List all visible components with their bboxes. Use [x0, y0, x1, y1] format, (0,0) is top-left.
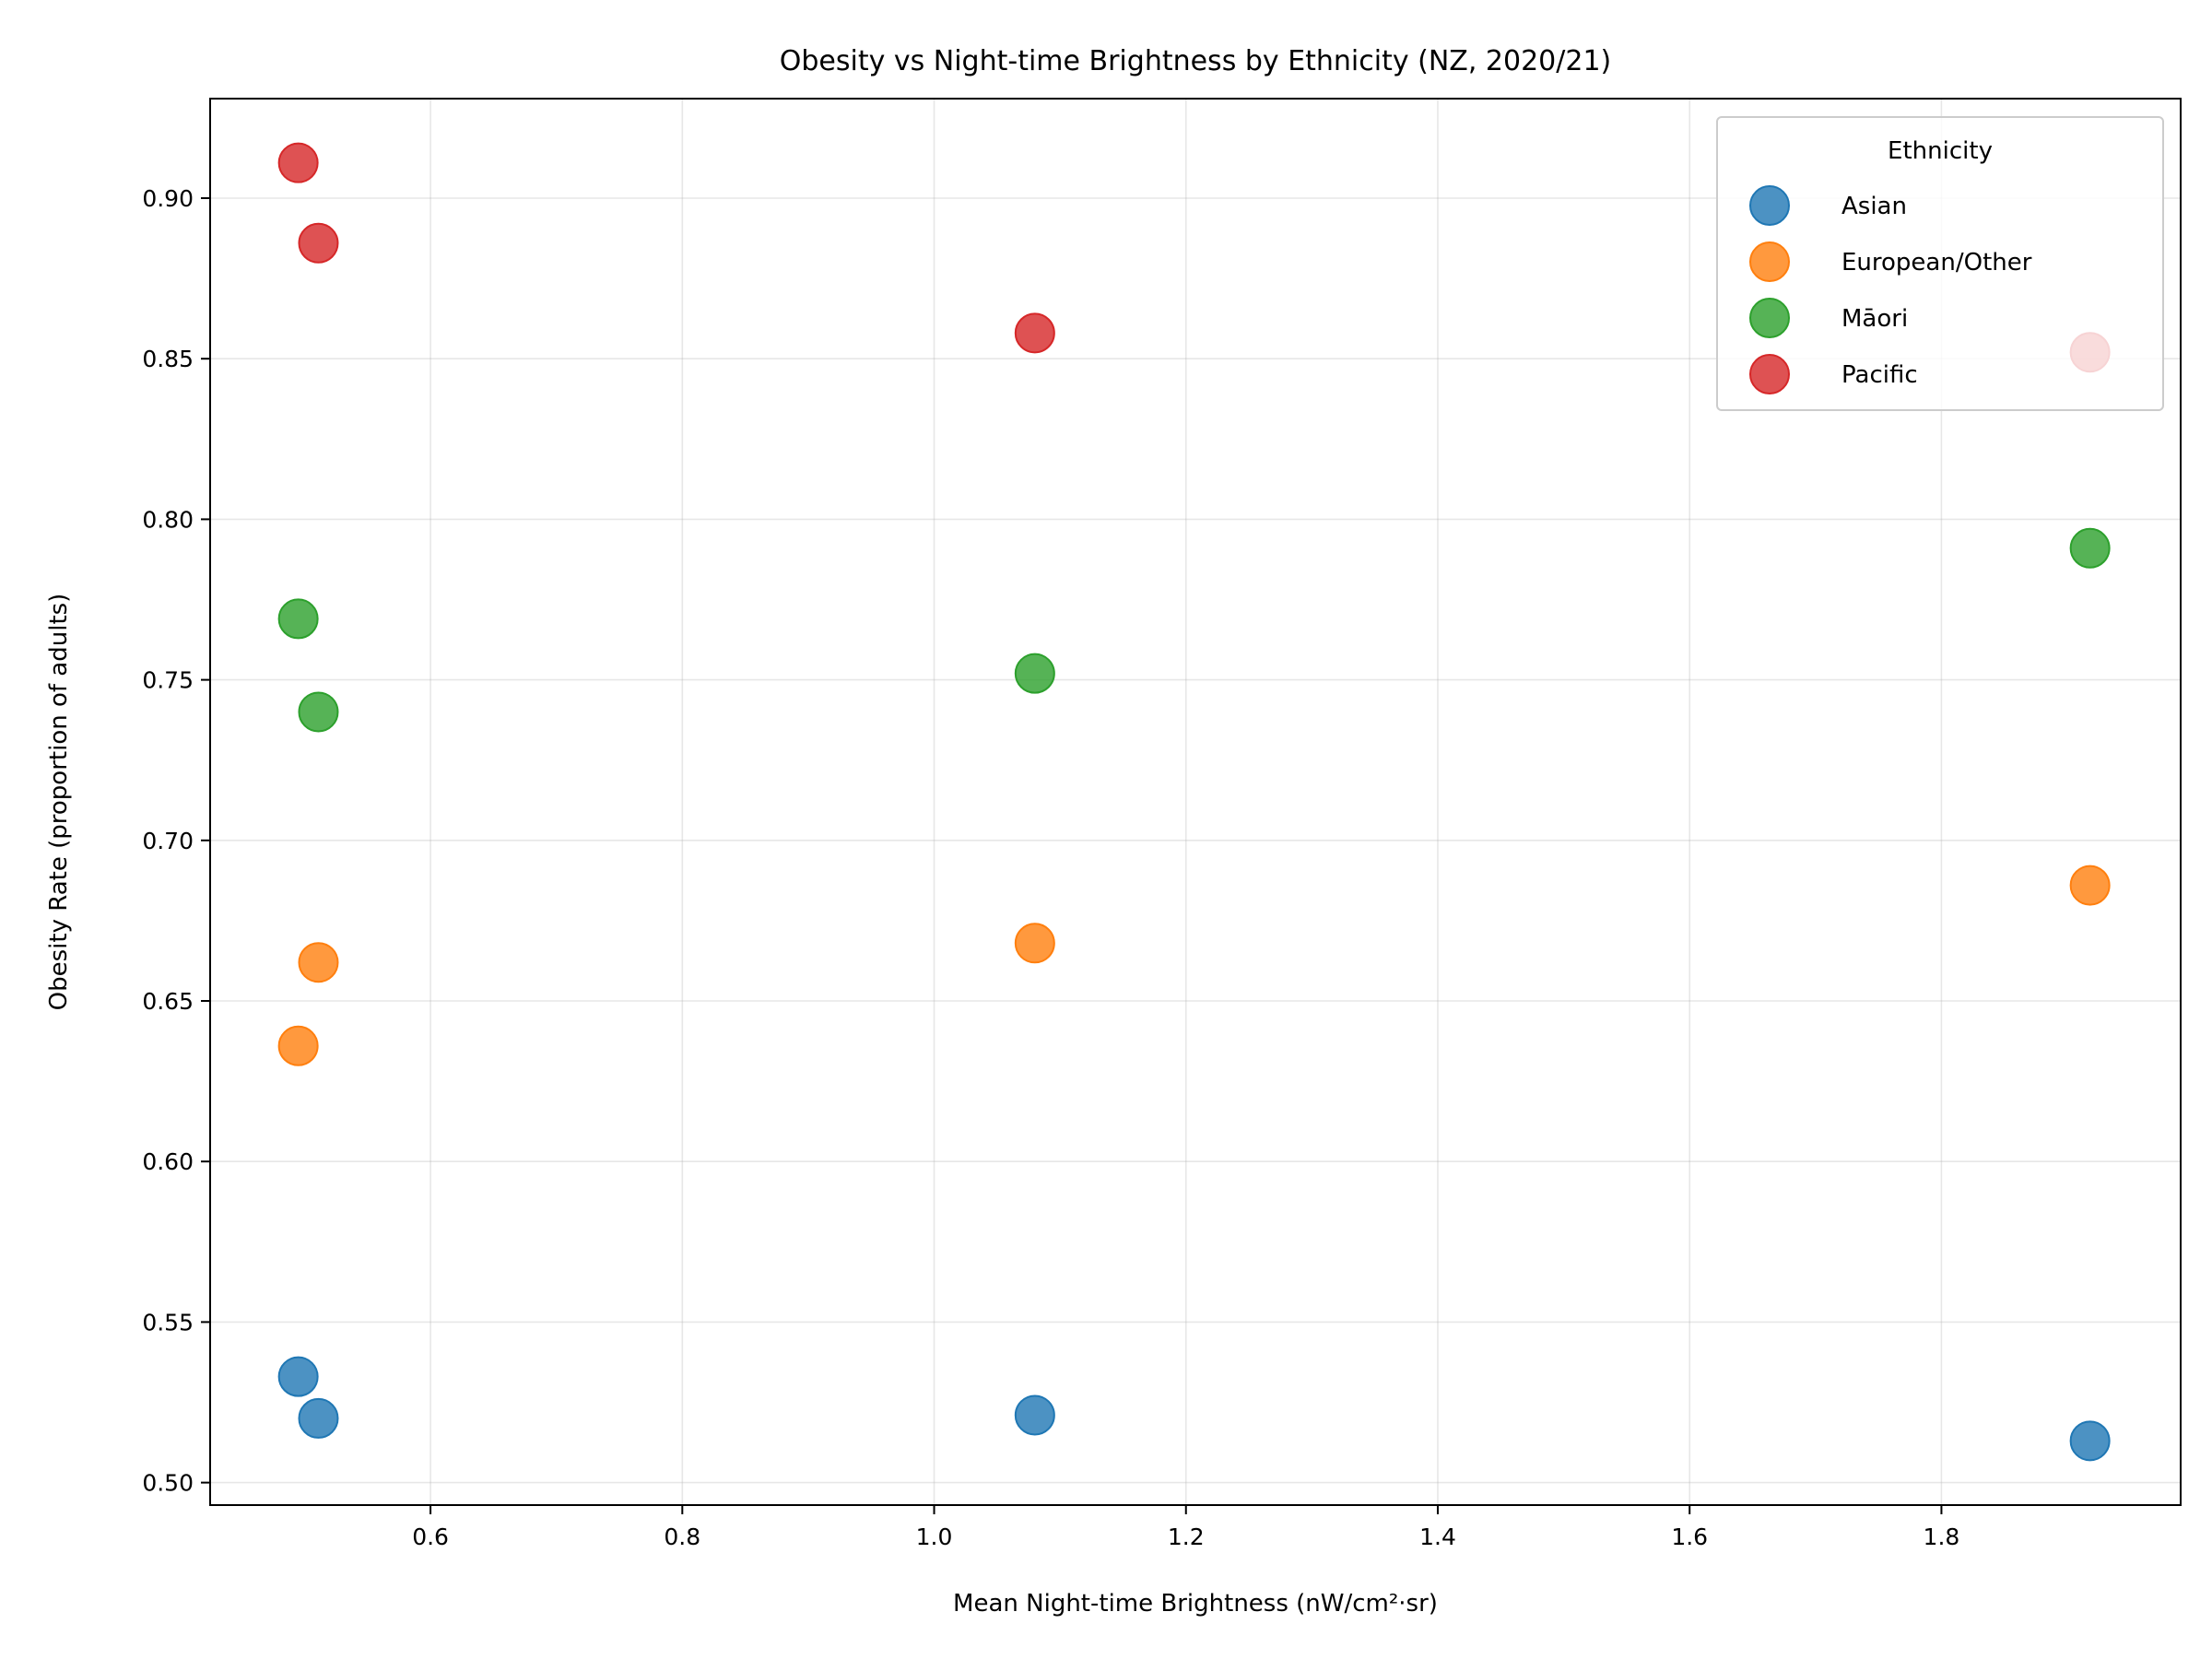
grid-lines	[210, 99, 2181, 1505]
data-point	[1014, 653, 1055, 694]
x-axis-label: Mean Night-time Brightness (nW/cm²·sr)	[953, 1590, 1438, 1618]
legend: Ethnicity Asian European/Other Māori Pacifi…	[1716, 116, 2164, 411]
y-tick-label: 0.90	[142, 185, 194, 212]
legend-marker	[1749, 241, 1790, 282]
data-point	[298, 942, 339, 983]
data-point	[298, 1397, 339, 1439]
data-point	[277, 1356, 319, 1397]
data-point	[1014, 923, 1055, 964]
plot-frame	[209, 98, 2182, 1506]
x-axis-ticks: 0.6 0.8 1.0 1.2 1.4 1.6 1.8	[412, 1505, 1959, 1550]
data-point	[2069, 865, 2111, 906]
data-point	[1014, 312, 1055, 354]
x-tick-label: 1.2	[1168, 1524, 1205, 1550]
data-point	[277, 1025, 319, 1066]
x-tick-label: 1.6	[1671, 1524, 1708, 1550]
chart-title: Obesity vs Night-time Brightness by Ethn…	[780, 45, 1612, 77]
y-tick-label: 0.50	[142, 1470, 194, 1497]
x-tick-label: 1.0	[916, 1524, 953, 1550]
y-tick-label: 0.75	[142, 667, 194, 694]
legend-items: Asian European/Other Māori Pacific	[1749, 185, 2032, 394]
x-tick-label: 0.8	[664, 1524, 700, 1550]
y-tick-label: 0.60	[142, 1148, 194, 1175]
data-point	[298, 691, 339, 733]
data-point	[2069, 527, 2111, 569]
data-point	[1014, 1394, 1055, 1436]
y-tick-label: 0.85	[142, 346, 194, 372]
legend-label: Asian	[1841, 193, 1907, 220]
x-tick-label: 1.4	[1419, 1524, 1456, 1550]
legend-marker	[1749, 298, 1790, 338]
y-tick-label: 0.65	[142, 988, 194, 1015]
legend-label: Māori	[1841, 305, 1908, 333]
y-axis-label: Obesity Rate (proportion of adults)	[45, 594, 73, 1011]
legend-label: European/Other	[1841, 249, 2032, 276]
legend-marker	[1749, 354, 1790, 394]
x-tick-label: 1.8	[1924, 1524, 1960, 1550]
data-point	[2069, 1420, 2111, 1462]
data-point	[277, 598, 319, 640]
y-tick-label: 0.55	[142, 1309, 194, 1335]
data-points	[277, 142, 2111, 1462]
legend-title: Ethnicity	[1888, 137, 1993, 165]
legend-marker	[1749, 185, 1790, 226]
legend-label: Pacific	[1841, 361, 1918, 389]
y-tick-label: 0.70	[142, 828, 194, 854]
y-tick-label: 0.80	[142, 506, 194, 533]
y-axis-ticks: 0.50 0.55 0.60 0.65 0.70 0.75 0.80 0.85 0.90	[142, 185, 210, 1497]
legend-box	[1716, 116, 2164, 411]
data-point	[277, 142, 319, 183]
data-point	[298, 222, 339, 264]
x-tick-label: 0.6	[412, 1524, 449, 1550]
